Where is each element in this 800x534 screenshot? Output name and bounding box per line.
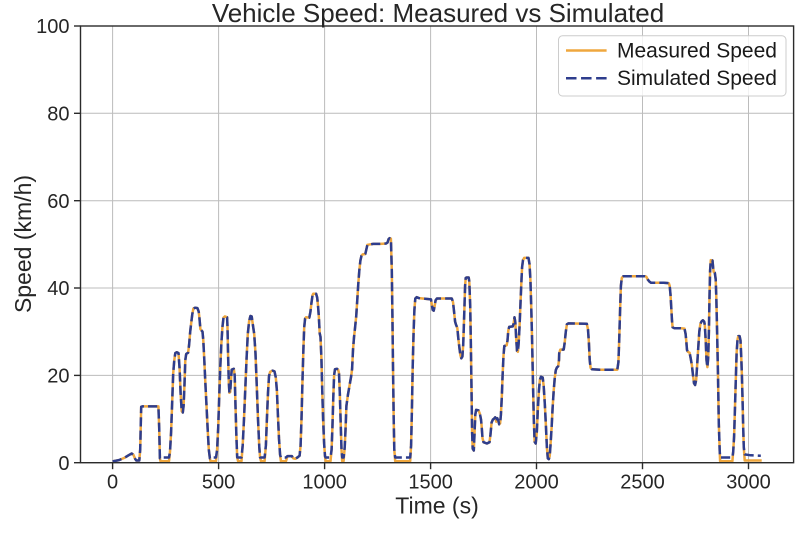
svg-text:Vehicle Speed: Measured vs Sim: Vehicle Speed: Measured vs Simulated bbox=[212, 0, 664, 28]
svg-text:1000: 1000 bbox=[302, 472, 347, 494]
svg-text:80: 80 bbox=[47, 104, 69, 126]
svg-text:Measured Speed: Measured Speed bbox=[617, 39, 777, 62]
svg-text:3000: 3000 bbox=[726, 472, 771, 494]
svg-text:1500: 1500 bbox=[408, 472, 453, 494]
svg-text:0: 0 bbox=[58, 453, 69, 475]
svg-text:60: 60 bbox=[47, 191, 69, 213]
svg-text:100: 100 bbox=[36, 16, 69, 38]
svg-text:2000: 2000 bbox=[514, 472, 559, 494]
svg-text:500: 500 bbox=[202, 472, 235, 494]
svg-text:Simulated Speed: Simulated Speed bbox=[617, 67, 777, 90]
svg-text:Time (s): Time (s) bbox=[395, 493, 478, 519]
svg-text:Speed (km/h): Speed (km/h) bbox=[10, 175, 36, 313]
svg-text:40: 40 bbox=[47, 278, 69, 300]
svg-text:2500: 2500 bbox=[620, 472, 665, 494]
svg-text:20: 20 bbox=[47, 366, 69, 388]
svg-text:0: 0 bbox=[107, 472, 118, 494]
